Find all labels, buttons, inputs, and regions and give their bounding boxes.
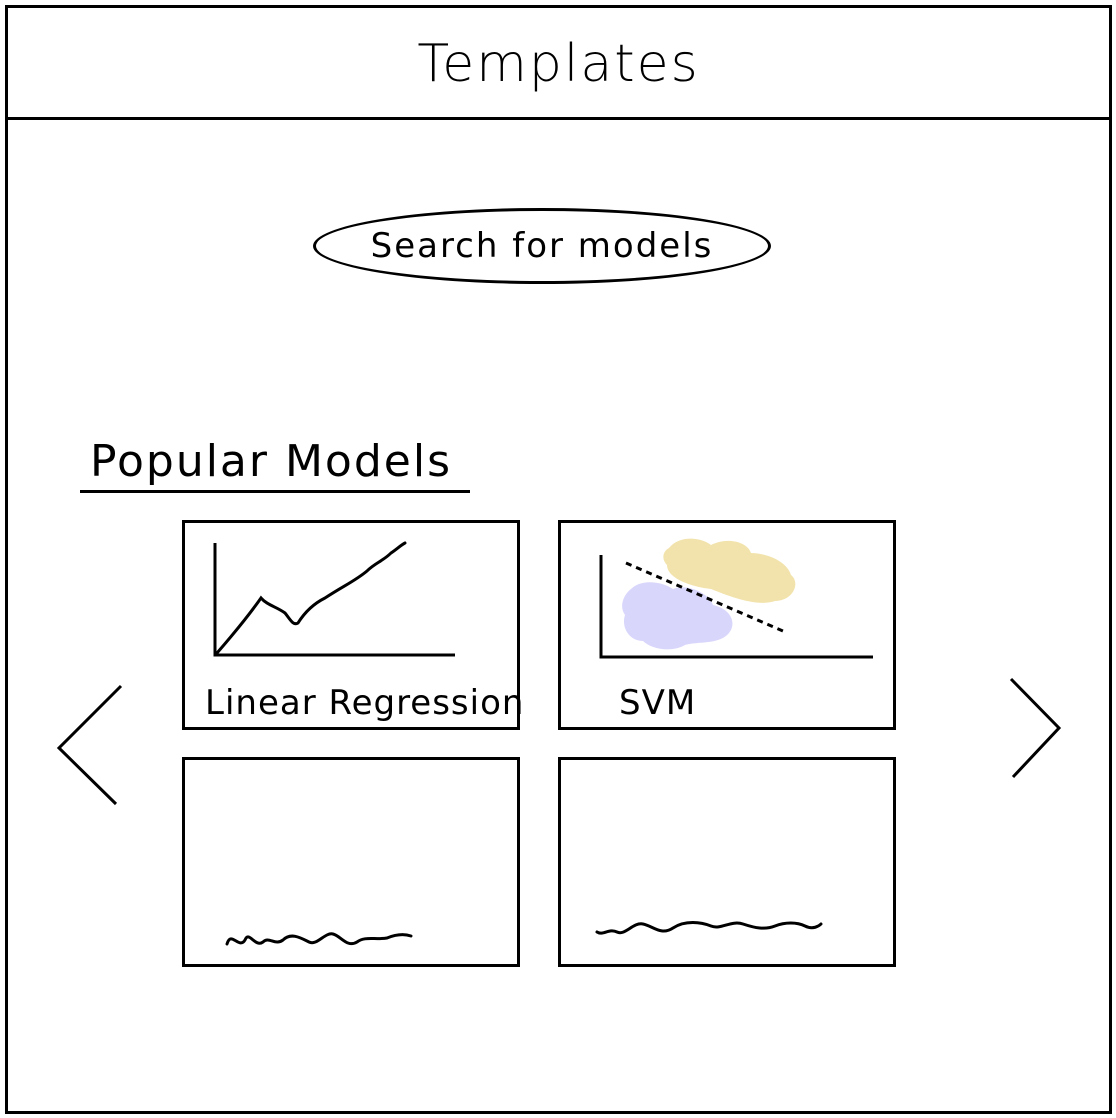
page-title: Templates <box>417 33 700 94</box>
model-card-label: SVM <box>619 683 697 723</box>
model-card-svm[interactable]: SVM <box>558 520 896 730</box>
section-underline <box>80 490 470 493</box>
placeholder-label-squiggle <box>595 921 823 935</box>
header: Templates <box>8 8 1109 120</box>
section-title: Popular Models <box>90 436 452 487</box>
model-card-placeholder[interactable] <box>558 757 896 967</box>
chevron-left-icon[interactable] <box>53 683 123 808</box>
chevron-right-icon[interactable] <box>1006 676 1066 781</box>
model-card-linear-regression[interactable]: Linear Regression <box>182 520 523 730</box>
scatter-separator-icon <box>599 538 873 659</box>
search-input[interactable]: Search for models <box>313 208 771 284</box>
model-card-label: Linear Regression <box>205 683 525 723</box>
line-chart-icon <box>213 541 455 657</box>
app-window: Templates Search for models Popular Mode… <box>5 5 1112 1114</box>
placeholder-label-squiggle <box>225 932 413 946</box>
model-card-placeholder[interactable] <box>182 757 520 967</box>
